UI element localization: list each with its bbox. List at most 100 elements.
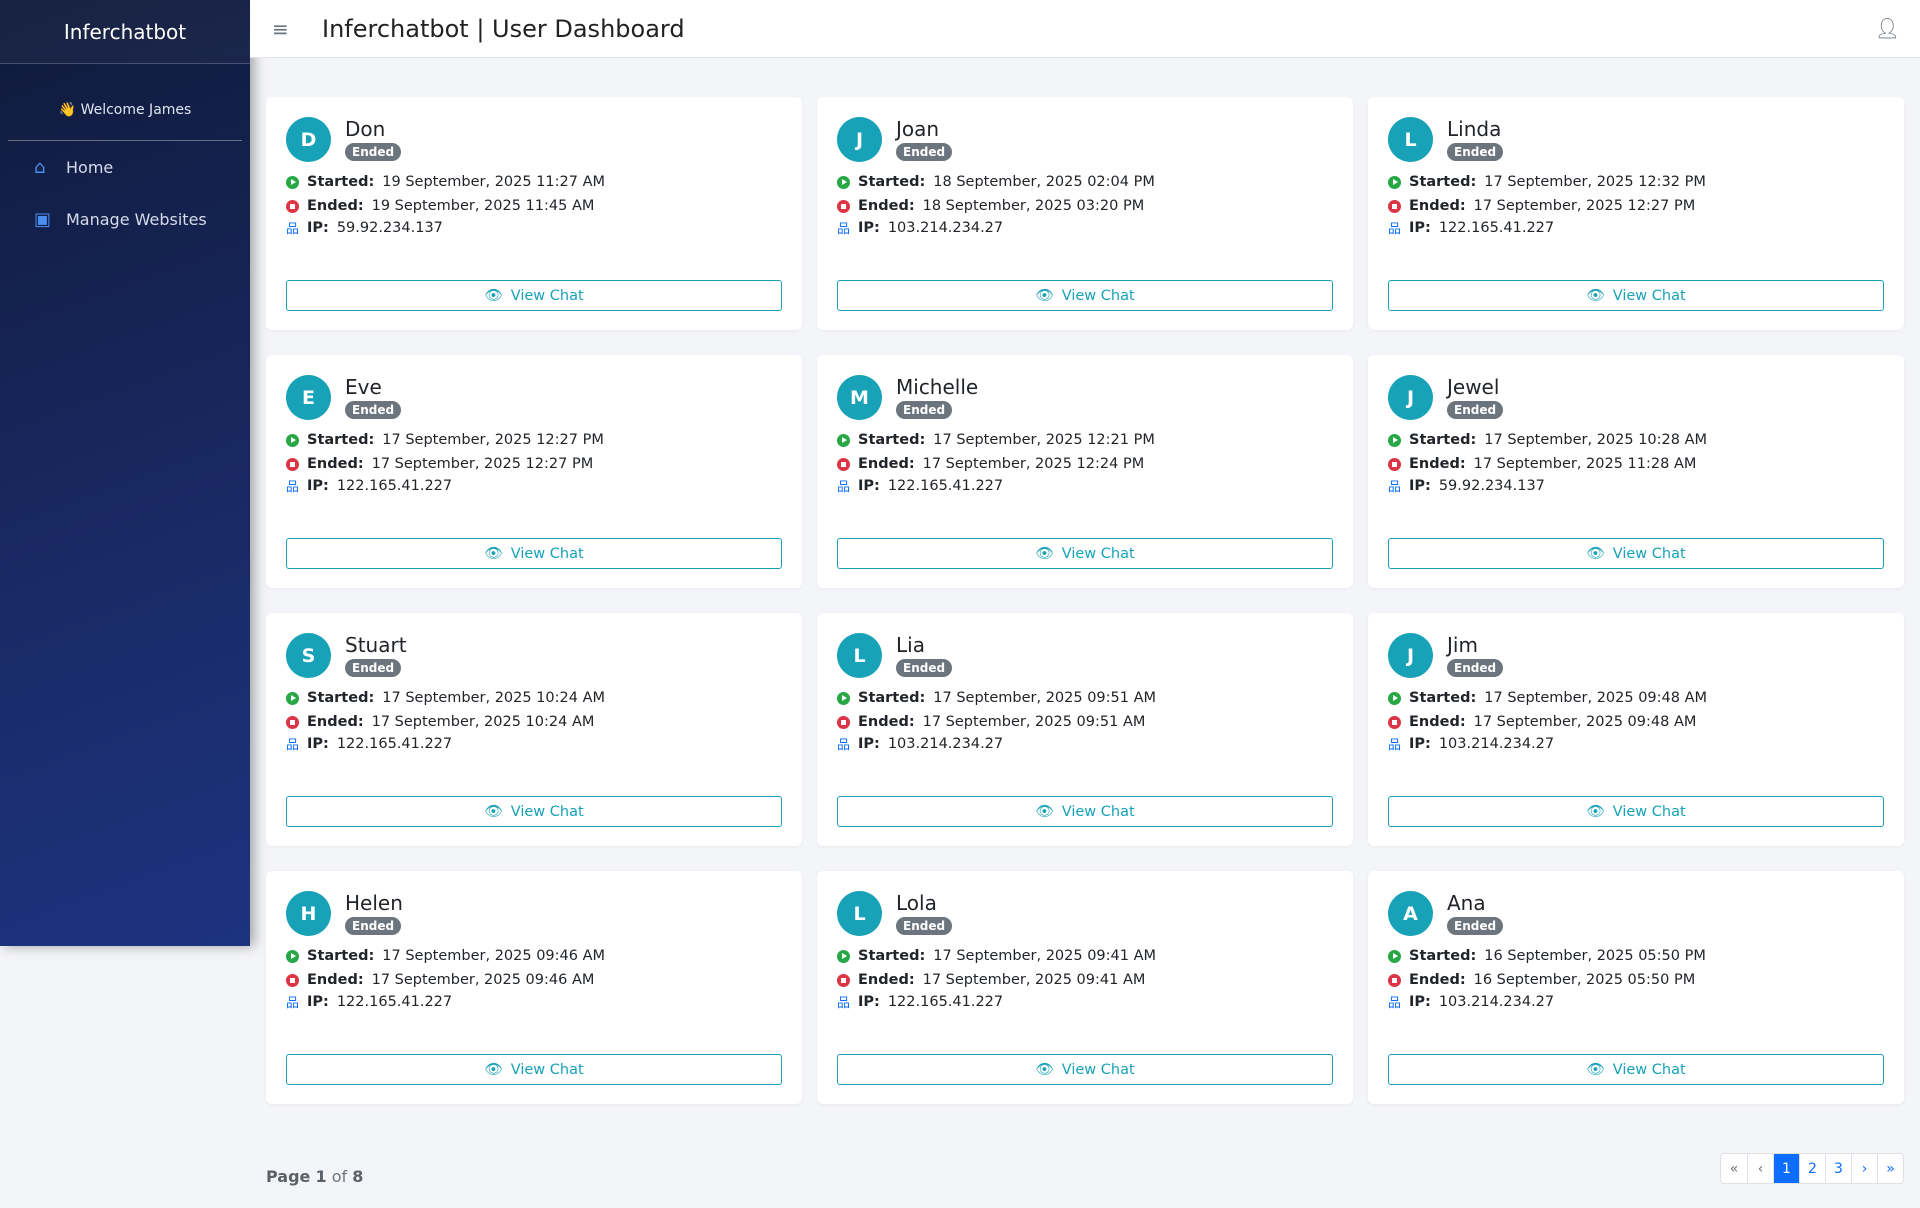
- ip-label: IP:: [858, 735, 880, 752]
- stop-circle-icon: [837, 715, 850, 729]
- menu-toggle-icon[interactable]: ≡: [272, 16, 289, 41]
- view-chat-button[interactable]: 👁︎ View Chat: [837, 796, 1333, 827]
- ip-label: IP:: [307, 993, 329, 1010]
- ip-label: IP:: [307, 477, 329, 494]
- play-circle-icon: [1388, 433, 1401, 447]
- page-info: Page 1 of 8: [266, 1167, 364, 1186]
- eye-icon: 👁︎: [1586, 804, 1605, 820]
- play-circle-icon: [1388, 175, 1401, 189]
- visitor-name: Jim: [1447, 633, 1478, 657]
- stop-circle-icon: [837, 199, 850, 213]
- visitor-name: Jewel: [1447, 375, 1500, 399]
- view-chat-button[interactable]: 👁︎ View Chat: [837, 280, 1333, 311]
- network-icon: 品: [1388, 222, 1402, 237]
- eye-icon: 👁︎: [1586, 288, 1605, 304]
- ip-label: IP:: [307, 219, 329, 236]
- started-label: Started:: [1409, 948, 1477, 964]
- last-page-button[interactable]: »: [1877, 1154, 1903, 1183]
- started-label: Started:: [307, 690, 375, 706]
- sidebar-item-label: Manage Websites: [66, 209, 207, 229]
- manage-websites-icon: ▣: [34, 208, 52, 230]
- play-circle-icon: [1388, 949, 1401, 963]
- ip-value: 103.214.234.27: [1438, 735, 1555, 752]
- ended-label: Ended:: [1409, 972, 1466, 988]
- ip-label: IP:: [858, 477, 880, 494]
- ip-value: 59.92.234.137: [1438, 477, 1545, 494]
- brand-logo[interactable]: Inferchatbot: [0, 0, 250, 64]
- ip-label: IP:: [307, 735, 329, 752]
- play-circle-icon: [286, 175, 299, 189]
- started-label: Started:: [858, 432, 926, 448]
- ip-label: IP:: [1409, 735, 1431, 752]
- sidebar-item-manage-websites[interactable]: ▣ Manage Websites: [0, 193, 250, 245]
- avatar: A: [1388, 891, 1433, 936]
- chat-card: H Helen Ended Started: 17 September, 2025…: [266, 871, 802, 1104]
- ended-value: 17 September, 2025 11:28 AM: [1473, 456, 1697, 472]
- play-circle-icon: [837, 949, 850, 963]
- ended-label: Ended:: [1409, 198, 1466, 214]
- view-chat-button[interactable]: 👁︎ View Chat: [837, 538, 1333, 569]
- started-label: Started:: [307, 174, 375, 190]
- eye-icon: 👁︎: [484, 804, 503, 820]
- chat-card: M Michelle Ended Started: 17 September, 2…: [817, 355, 1353, 588]
- status-badge: Ended: [345, 659, 402, 677]
- next-page-button[interactable]: ›: [1851, 1154, 1877, 1183]
- ended-label: Ended:: [858, 972, 915, 988]
- play-circle-icon: [286, 691, 299, 705]
- ip-value: 122.165.41.227: [336, 477, 453, 494]
- chat-card: L Lola Ended Started: 17 September, 2025 …: [817, 871, 1353, 1104]
- avatar: J: [837, 117, 882, 162]
- sidebar-item-home[interactable]: ⌂ Home: [0, 141, 250, 193]
- started-value: 17 September, 2025 10:24 AM: [382, 690, 606, 706]
- started-value: 19 September, 2025 11:27 AM: [382, 174, 606, 190]
- view-chat-button[interactable]: 👁︎ View Chat: [1388, 1054, 1884, 1085]
- ended-value: 17 September, 2025 09:48 AM: [1473, 714, 1697, 730]
- play-circle-icon: [286, 949, 299, 963]
- ended-value: 17 September, 2025 10:24 AM: [371, 714, 595, 730]
- started-label: Started:: [858, 948, 926, 964]
- view-chat-button[interactable]: 👁︎ View Chat: [1388, 280, 1884, 311]
- network-icon: 品: [837, 738, 851, 753]
- network-icon: 品: [286, 480, 300, 495]
- ended-value: 17 September, 2025 12:27 PM: [1473, 198, 1696, 214]
- avatar: S: [286, 633, 331, 678]
- play-circle-icon: [837, 433, 850, 447]
- page-3-button[interactable]: 3: [1825, 1154, 1851, 1183]
- eye-icon: 👁︎: [1035, 1062, 1054, 1078]
- ip-label: IP:: [1409, 477, 1431, 494]
- visitor-name: Michelle: [896, 375, 979, 399]
- view-chat-button[interactable]: 👁︎ View Chat: [286, 538, 782, 569]
- ended-value: 17 September, 2025 09:41 AM: [922, 972, 1146, 988]
- eye-icon: 👁︎: [484, 546, 503, 562]
- visitor-name: Helen: [345, 891, 403, 915]
- user-icon[interactable]: 👤︎: [1874, 16, 1900, 40]
- view-chat-button[interactable]: 👁︎ View Chat: [837, 1054, 1333, 1085]
- avatar: L: [837, 633, 882, 678]
- avatar: L: [837, 891, 882, 936]
- stop-circle-icon: [837, 457, 850, 471]
- ended-label: Ended:: [1409, 456, 1466, 472]
- status-badge: Ended: [1447, 143, 1504, 161]
- view-chat-button[interactable]: 👁︎ View Chat: [1388, 538, 1884, 569]
- ip-label: IP:: [1409, 219, 1431, 236]
- page-title: Inferchatbot | User Dashboard: [322, 14, 685, 43]
- avatar: E: [286, 375, 331, 420]
- visitor-name: Lola: [896, 891, 937, 915]
- view-chat-button[interactable]: 👁︎ View Chat: [1388, 796, 1884, 827]
- chat-card: S Stuart Ended Started: 17 September, 202…: [266, 613, 802, 846]
- network-icon: 品: [286, 996, 300, 1011]
- view-chat-button[interactable]: 👁︎ View Chat: [286, 280, 782, 311]
- view-chat-button[interactable]: 👁︎ View Chat: [286, 1054, 782, 1085]
- view-chat-button[interactable]: 👁︎ View Chat: [286, 796, 782, 827]
- first-page-button[interactable]: «: [1729, 1160, 1739, 1177]
- network-icon: 品: [1388, 996, 1402, 1011]
- network-icon: 品: [837, 222, 851, 237]
- status-badge: Ended: [896, 401, 953, 419]
- page-1-button[interactable]: 1: [1773, 1154, 1799, 1183]
- ip-value: 122.165.41.227: [336, 735, 453, 752]
- avatar: J: [1388, 375, 1433, 420]
- welcome-text: 👋 Welcome James: [8, 102, 242, 141]
- prev-page-button[interactable]: ‹: [1747, 1154, 1773, 1183]
- page-2-button[interactable]: 2: [1799, 1154, 1825, 1183]
- network-icon: 品: [837, 996, 851, 1011]
